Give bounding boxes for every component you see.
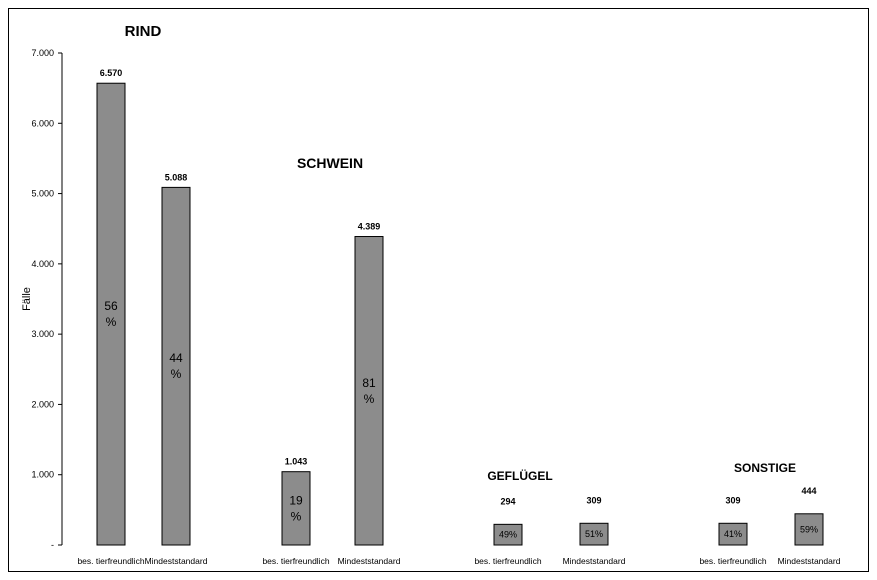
category-label: Mindeststandard	[563, 556, 626, 566]
y-tick-label: 1.000	[31, 470, 54, 480]
bar-value-label: 309	[725, 495, 740, 505]
bar-percent-label: 51%	[585, 529, 603, 539]
chart-frame	[8, 8, 869, 572]
bar	[493, 523, 523, 546]
bar-value-label: 4.389	[358, 222, 381, 232]
y-tick-label: 6.000	[31, 118, 54, 128]
bar	[579, 522, 609, 546]
bar	[96, 82, 126, 546]
category-label: bes. tierfreundlich	[699, 556, 766, 566]
bar-value-label: 309	[586, 495, 601, 505]
bar-value-label: 5.088	[165, 172, 188, 182]
group-title: GEFLÜGEL	[487, 468, 552, 483]
category-label: Mindeststandard	[778, 556, 841, 566]
y-tick-label: 5.000	[31, 189, 54, 199]
bar	[161, 186, 191, 546]
category-label: Mindeststandard	[338, 556, 401, 566]
bar	[718, 522, 748, 546]
y-tick-label: -	[51, 540, 54, 550]
bar-value-label: 6.570	[100, 68, 123, 78]
y-axis-label: Fälle	[21, 287, 33, 311]
bar	[354, 236, 384, 546]
category-label: bes. tierfreundlich	[262, 556, 329, 566]
bar-percent-label: 56%	[104, 299, 118, 329]
bar-value-label: 1.043	[285, 457, 308, 467]
bar-percent-label: 59%	[800, 524, 818, 534]
category-label: bes. tierfreundlich	[77, 556, 144, 566]
bar-percent-label: 81%	[362, 376, 376, 406]
bar-value-label: 444	[801, 486, 816, 496]
bar-percent-label: 49%	[499, 530, 517, 540]
group-title: RIND	[125, 23, 162, 40]
y-tick-label: 3.000	[31, 329, 54, 339]
bar-value-label: 294	[500, 496, 515, 506]
y-tick-label: 2.000	[31, 399, 54, 409]
group-title: SONSTIGE	[734, 461, 796, 475]
category-label: Mindeststandard	[145, 556, 208, 566]
y-tick-label: 4.000	[31, 259, 54, 269]
group-title: SCHWEIN	[297, 155, 363, 171]
bar	[281, 471, 311, 546]
bar	[794, 513, 824, 546]
bar-percent-label: 44%	[169, 351, 183, 381]
category-label: bes. tierfreundlich	[474, 556, 541, 566]
bar-percent-label: 41%	[724, 529, 742, 539]
y-tick-label: 7.000	[31, 48, 54, 58]
bar-percent-label: 19%	[289, 493, 303, 523]
